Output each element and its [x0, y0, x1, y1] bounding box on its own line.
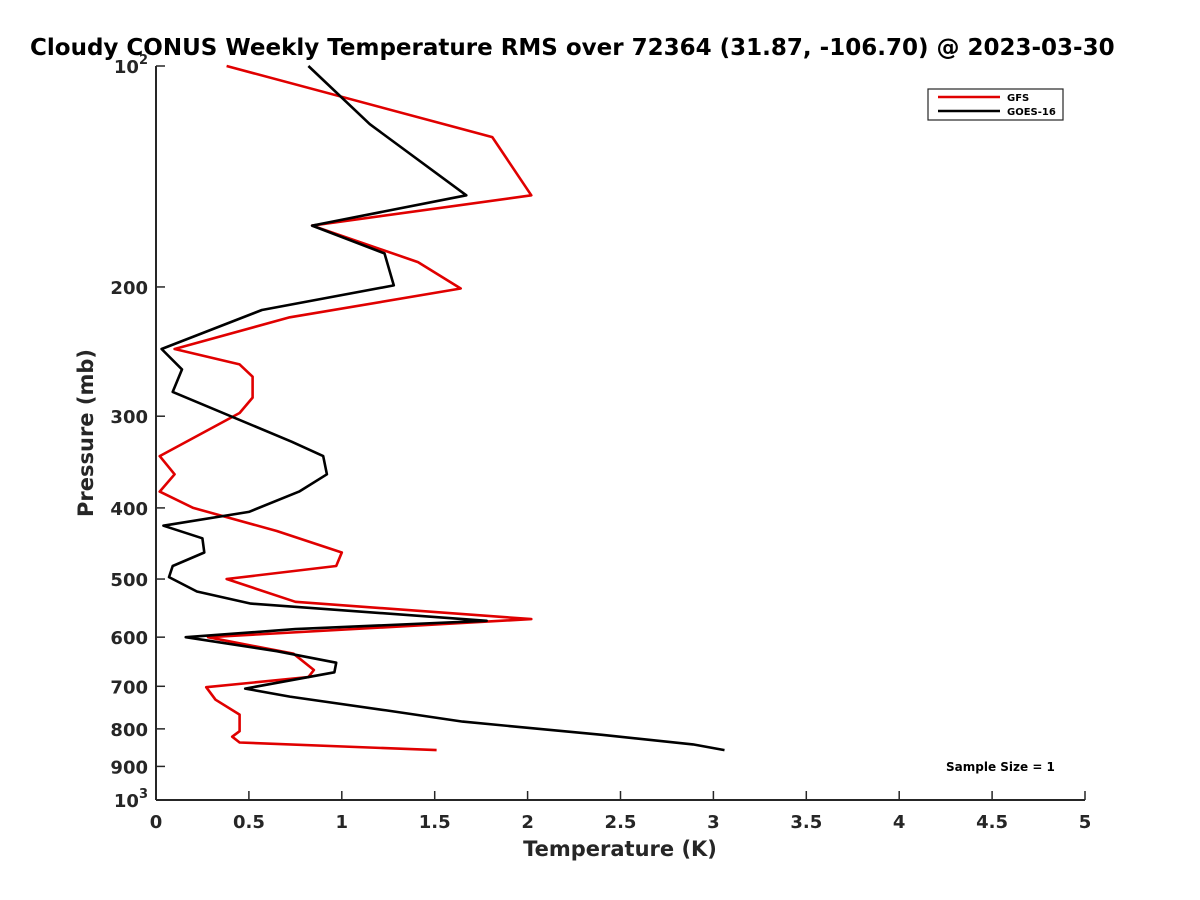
x-tick-label: 4 — [893, 812, 906, 833]
plot-area — [156, 66, 1085, 800]
y-tick-label-base: 700 — [110, 677, 148, 698]
y-axis-label: Pressure (mb) — [74, 349, 98, 517]
x-ticks: 0 0.5 1 1.5 2 2.5 3 3.5 4 4.5 5 — [150, 791, 1092, 833]
legend: GFS GOES-16 — [927, 88, 1064, 121]
x-tick-label: 0 — [150, 812, 163, 833]
x-tick-label: 2 — [521, 812, 534, 833]
y-tick-label: 400 — [110, 499, 148, 520]
y-tick-label: 700 — [110, 677, 148, 698]
y-tick-label: 600 — [110, 628, 148, 649]
x-tick-label: 3 — [707, 812, 720, 833]
y-tick-label-base: 400 — [110, 499, 148, 520]
y-tick-label-base: 600 — [110, 628, 148, 649]
series-layer — [158, 64, 725, 752]
y-tick-label-base: 500 — [110, 570, 148, 591]
y-tick-label: 103 — [114, 787, 148, 812]
series-line-gfs — [158, 64, 533, 752]
x-tick-label: 5 — [1079, 812, 1092, 833]
y-tick-label-exponent: 3 — [139, 787, 148, 802]
legend-label-gfs: GFS — [1007, 93, 1029, 104]
chart-title: Cloudy CONUS Weekly Temperature RMS over… — [30, 35, 1115, 61]
y-tick-label-base: 300 — [110, 407, 148, 428]
legend-label-goes16: GOES-16 — [1007, 107, 1056, 118]
x-tick-label: 4.5 — [976, 812, 1008, 833]
y-tick-label: 200 — [110, 278, 148, 299]
y-tick-label-base: 200 — [110, 278, 148, 299]
y-tick-label: 300 — [110, 407, 148, 428]
y-tick-label-exponent: 2 — [139, 53, 148, 68]
legend-box — [927, 88, 1064, 121]
y-tick-label-base: 10 — [114, 57, 139, 78]
y-tick-label: 500 — [110, 570, 148, 591]
y-tick-label: 800 — [110, 720, 148, 741]
sample-size-note: Sample Size = 1 — [946, 760, 1055, 774]
x-tick-label: 2.5 — [605, 812, 637, 833]
y-tick-label-base: 900 — [110, 757, 148, 778]
x-axis-label: Temperature (K) — [523, 837, 717, 861]
series-line-goes-16 — [160, 65, 725, 752]
x-tick-label: 0.5 — [233, 812, 265, 833]
y-tick-label: 900 — [110, 757, 148, 778]
x-tick-label: 1 — [336, 812, 349, 833]
y-tick-label-base: 800 — [110, 720, 148, 741]
y-tick-label: 102 — [114, 53, 148, 78]
y-tick-label-base: 10 — [114, 791, 139, 812]
x-tick-label: 1.5 — [419, 812, 451, 833]
x-tick-label: 3.5 — [790, 812, 822, 833]
